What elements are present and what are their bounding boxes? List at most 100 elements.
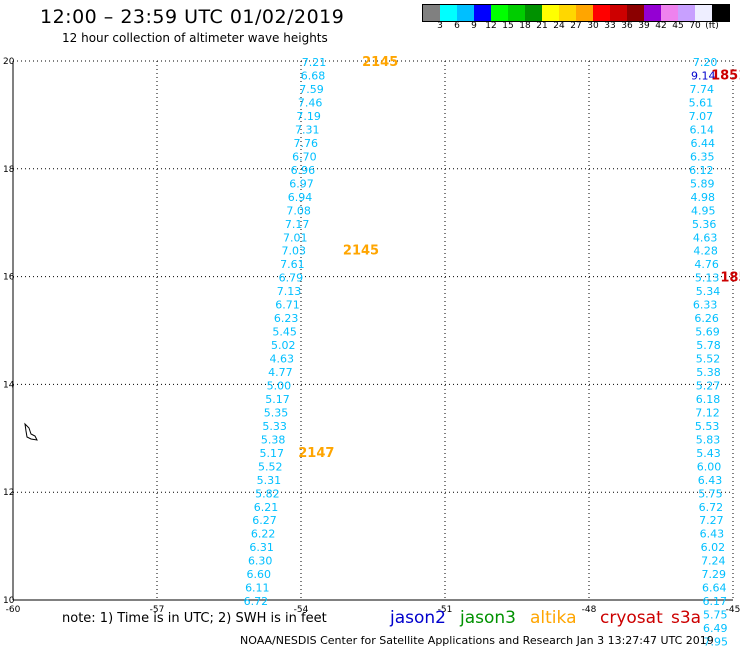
wave-height-label: 5.89: [690, 177, 715, 190]
wave-height-label: 5.75: [703, 609, 728, 622]
wave-height-label: 7.24: [701, 555, 726, 568]
y-tick-label: 16: [3, 273, 15, 283]
wave-height-label: 6.17: [703, 595, 728, 608]
wave-height-label: 7.76: [294, 137, 319, 150]
wave-height-label: 5.38: [696, 366, 721, 379]
wave-height-label: 7.03: [282, 245, 307, 258]
color-scale-label: (ft): [705, 21, 719, 31]
wave-height-label: 6.71: [275, 299, 300, 312]
wave-height-label: 7.27: [699, 514, 724, 527]
color-swatch: [644, 5, 661, 21]
island-outline: [24, 422, 38, 441]
color-scale-label: 15: [502, 21, 514, 31]
color-swatch: [423, 5, 440, 21]
wave-height-label: 5.61: [689, 97, 714, 110]
y-tick-label: 10: [3, 596, 15, 606]
color-scale-label: 6: [454, 21, 460, 31]
color-swatch: [559, 5, 576, 21]
wave-height-label: 6.22: [251, 528, 276, 541]
color-swatch: [678, 5, 695, 21]
color-swatch: [457, 5, 474, 21]
wave-height-label: 5.35: [264, 406, 289, 419]
color-swatch: [508, 5, 525, 21]
wave-height-label: 6.23: [274, 312, 299, 325]
pass-time-label: 185: [720, 271, 740, 286]
wave-height-label: 4.77: [268, 366, 293, 379]
wave-height-label: 4.28: [693, 245, 718, 258]
wave-height-label: 7.46: [298, 97, 323, 110]
wave-height-label: 5.69: [695, 326, 720, 339]
wave-height-label: 6.68: [301, 70, 326, 83]
color-scale-label: 33: [604, 21, 616, 31]
pass-time-label: 2147: [298, 446, 334, 461]
wave-height-label: 5.27: [696, 379, 721, 392]
color-scale-label: 18: [519, 21, 531, 31]
color-swatch: [576, 5, 593, 21]
wave-height-label: 7.61: [280, 258, 305, 271]
wave-height-label: 5.36: [692, 218, 717, 231]
y-tick-label: 18: [3, 165, 15, 175]
wave-height-label: 7.74: [690, 83, 715, 96]
wave-height-label: 6.18: [696, 393, 721, 406]
y-tick-label: 20: [3, 57, 15, 67]
color-swatch: [593, 5, 610, 21]
legend-jason2: jason2: [390, 608, 446, 628]
wave-height-label: 5.34: [696, 285, 721, 298]
color-swatch: [525, 5, 542, 21]
wave-height-label: 7.20: [693, 56, 718, 69]
wave-height-label: 4.98: [691, 191, 716, 204]
color-swatch: [542, 5, 559, 21]
wave-height-label: 5.13: [695, 272, 720, 285]
color-scale-label: 39: [638, 21, 650, 31]
wave-height-label: 6.44: [691, 137, 716, 150]
x-tick-label: -57: [150, 605, 165, 615]
wave-height-label: 6.31: [249, 541, 274, 554]
x-tick-label: -54: [294, 605, 309, 615]
wave-height-label: 6.43: [698, 474, 723, 487]
wave-height-label: 5.31: [257, 474, 282, 487]
wave-height-label: 6.60: [247, 568, 272, 581]
wave-height-label: 5.83: [696, 433, 721, 446]
wave-height-label: 6.14: [690, 123, 715, 136]
color-swatch: [661, 5, 678, 21]
pass-time-label: 2145: [362, 55, 398, 70]
y-tick-label: 12: [3, 488, 14, 498]
legend-cryosat: cryosat: [600, 608, 663, 628]
wave-height-label: 6.72: [244, 595, 269, 608]
wave-height-label: 6.49: [703, 622, 728, 635]
x-tick-label: -48: [582, 605, 597, 615]
color-swatch: [610, 5, 627, 21]
legend-jason3: jason3: [460, 608, 516, 628]
wave-height-label: 9.14: [691, 70, 716, 83]
wave-height-label: 6.97: [289, 177, 314, 190]
wave-height-label: 5.78: [696, 339, 721, 352]
color-swatch: [491, 5, 508, 21]
wave-height-label: 6.30: [248, 555, 273, 568]
legend-altika: altika: [530, 608, 577, 628]
color-scale-label: 42: [655, 21, 667, 31]
x-tick-label: -45: [726, 605, 740, 615]
wave-height-label: 4.63: [693, 231, 718, 244]
wave-height-label: 7.95: [703, 636, 728, 649]
chart-subtitle: 12 hour collection of altimeter wave hei…: [62, 31, 328, 45]
x-tick-label: -51: [438, 605, 453, 615]
wave-height-label: 6.72: [699, 501, 724, 514]
wave-height-label: 5.38: [261, 433, 286, 446]
wave-height-label: 6.96: [291, 164, 316, 177]
wave-height-label: 6.02: [701, 541, 726, 554]
wave-height-label: 7.12: [695, 406, 720, 419]
wave-height-label: 5.45: [272, 326, 297, 339]
wave-height-label: 6.43: [700, 528, 725, 541]
credit-line: NOAA/NESDIS Center for Satellite Applica…: [240, 634, 714, 647]
x-tick-label: -60: [6, 605, 21, 615]
legend-s3a: s3a: [671, 608, 702, 628]
wave-height-label: 7.01: [283, 231, 308, 244]
wave-height-label: 4.63: [270, 353, 295, 366]
footer-note: note: 1) Time is in UTC; 2) SWH is in fe…: [62, 611, 327, 626]
wave-height-label: 7.21: [302, 56, 327, 69]
color-scale-label: 70: [689, 21, 701, 31]
color-scale-label: 3: [437, 21, 443, 31]
wave-height-label: 6.21: [254, 501, 279, 514]
wave-height-label: 6.94: [288, 191, 313, 204]
